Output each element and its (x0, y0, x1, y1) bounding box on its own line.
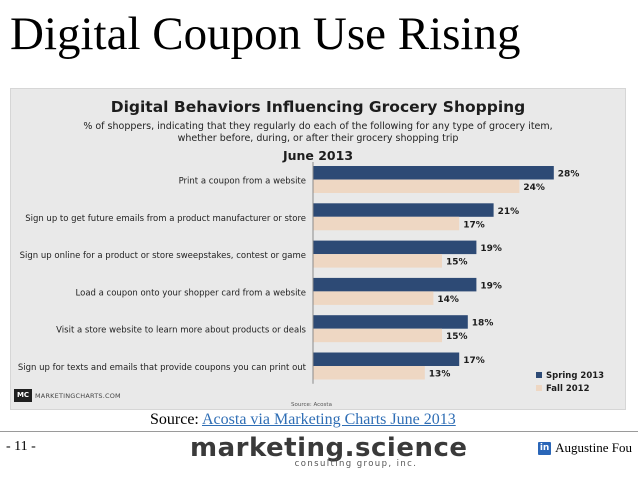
data-label: 21% (498, 207, 520, 217)
bar-spring-2013 (313, 352, 460, 366)
data-label: 15% (446, 258, 468, 268)
data-label: 13% (429, 370, 451, 380)
category-label: Sign up online for a product or store sw… (20, 251, 306, 261)
bar-fall-2012 (313, 291, 434, 305)
category-label: Visit a store website to learn more abou… (56, 326, 306, 336)
author-name: Augustine Fou (555, 440, 632, 455)
page-number: - 11 - (6, 439, 36, 454)
bar-fall-2012 (313, 254, 442, 268)
author: in Augustine Fou (538, 440, 632, 456)
chart-source: Source: Acosta (291, 402, 332, 408)
legend-label: Spring 2013 (546, 371, 604, 381)
category-label: Sign up for texts and emails that provid… (18, 363, 307, 373)
bar-spring-2013 (313, 166, 554, 180)
brand-name: marketing.science (190, 433, 468, 463)
bar-chart: Print a coupon from a website 28% 24% Sign … (18, 162, 604, 394)
chart-subtitle: % of shoppers, indicating that they regu… (83, 121, 553, 144)
data-label: 19% (480, 244, 502, 254)
category-label: Print a coupon from a website (179, 177, 306, 187)
bar-fall-2012 (313, 179, 520, 193)
slide-title: Digital Coupon Use Rising (10, 8, 521, 60)
data-label: 18% (472, 319, 494, 329)
footer-divider (0, 431, 638, 432)
source-link[interactable]: Acosta via Marketing Charts June 2013 (202, 411, 456, 428)
bar-fall-2012 (313, 366, 425, 380)
bar-spring-2013 (313, 277, 477, 292)
marketingcharts-logo: MC (14, 389, 32, 402)
publisher-name: MARKETINGCHARTS.COM (35, 392, 121, 400)
brand-logo: marketing.science consulting group, inc. (190, 433, 468, 469)
category-label: Sign up to get future emails from a prod… (25, 214, 306, 224)
legend-swatch (536, 385, 542, 391)
data-label: 24% (523, 183, 545, 193)
bar-fall-2012 (313, 328, 442, 343)
data-label: 17% (463, 220, 485, 230)
brand-subtitle: consulting group, inc. (294, 459, 418, 469)
linkedin-icon[interactable]: in (538, 441, 552, 455)
data-label: 14% (437, 295, 459, 305)
category-label: Load a coupon onto your shopper card fro… (76, 288, 306, 298)
bar-spring-2013 (313, 240, 477, 255)
bar-spring-2013 (313, 203, 494, 217)
bar-fall-2012 (313, 216, 460, 231)
data-label: 17% (463, 356, 485, 366)
legend-label: Fall 2012 (546, 384, 590, 394)
data-label: 15% (446, 332, 468, 342)
legend-swatch (536, 372, 542, 378)
data-label: 19% (480, 281, 502, 291)
chart-date-label: June 2013 (282, 148, 354, 163)
chart-title: Digital Behaviors Influencing Grocery Sh… (110, 98, 526, 116)
source-prefix: Source: (150, 411, 202, 428)
data-label: 28% (558, 170, 580, 180)
source-line: Source: Acosta via Marketing Charts June… (150, 411, 456, 429)
chart-image: Digital Behaviors Influencing Grocery Sh… (10, 88, 626, 410)
bar-spring-2013 (313, 315, 468, 329)
